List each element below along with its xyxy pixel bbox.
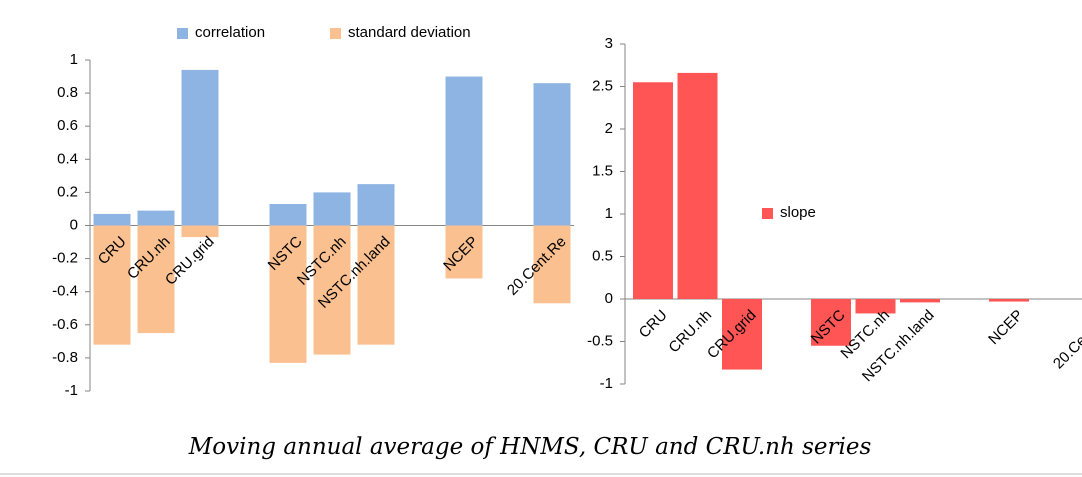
bar	[137, 225, 175, 334]
bar	[533, 225, 571, 304]
bar	[722, 299, 762, 370]
y-tick-label: 0	[605, 290, 613, 307]
y-tick-label: 0	[70, 216, 78, 233]
y-tick-label: 0.5	[592, 247, 613, 264]
y-tick-label: -0.2	[52, 250, 78, 267]
bar	[137, 210, 175, 226]
bar	[445, 76, 483, 226]
y-tick-label: 0.8	[57, 84, 78, 101]
x-tick-label: CRU	[636, 307, 671, 342]
legend-swatch	[330, 28, 341, 39]
bar	[357, 184, 395, 226]
y-tick-label: -0.4	[52, 283, 78, 300]
legend-label: correlation	[195, 24, 265, 41]
bar	[357, 225, 395, 345]
y-tick-label: -1	[65, 382, 78, 399]
y-tick-label: 1	[70, 51, 78, 68]
legend-swatch	[177, 28, 188, 39]
y-tick-label: -1	[600, 375, 613, 392]
y-tick-label: 1.5	[592, 162, 613, 179]
bar	[313, 192, 351, 226]
bar	[93, 225, 131, 345]
y-tick-label: 0.2	[57, 183, 78, 200]
bar	[93, 213, 131, 226]
y-tick-label: -0.8	[52, 349, 78, 366]
bar	[181, 69, 219, 226]
bar	[811, 299, 851, 346]
bar	[269, 225, 307, 363]
bar	[633, 82, 673, 299]
bar	[269, 203, 307, 226]
y-tick-label: 3	[605, 35, 613, 52]
y-tick-label: 1	[605, 205, 613, 222]
y-tick-label: 2	[605, 120, 613, 137]
caption: Moving annual average of HNMS, CRU and C…	[188, 434, 872, 460]
y-tick-label: 2.5	[592, 77, 613, 94]
bar	[445, 225, 483, 279]
y-tick-label: -0.5	[587, 332, 613, 349]
legend-swatch	[762, 208, 773, 219]
bar	[533, 83, 571, 226]
x-tick-label: NCEP	[985, 307, 1026, 348]
y-tick-label: 0.4	[57, 150, 78, 167]
x-tick-label: 20.Cent.Re	[1050, 307, 1082, 373]
y-tick-label: -0.6	[52, 316, 78, 333]
bar	[855, 299, 896, 314]
legend-label: slope	[780, 204, 816, 221]
bar	[989, 299, 1029, 302]
bar	[677, 72, 718, 300]
bar	[900, 299, 940, 303]
bar	[313, 225, 351, 355]
legend-label: standard deviation	[348, 24, 471, 41]
bar	[181, 225, 219, 238]
y-tick-label: 0.6	[57, 117, 78, 134]
